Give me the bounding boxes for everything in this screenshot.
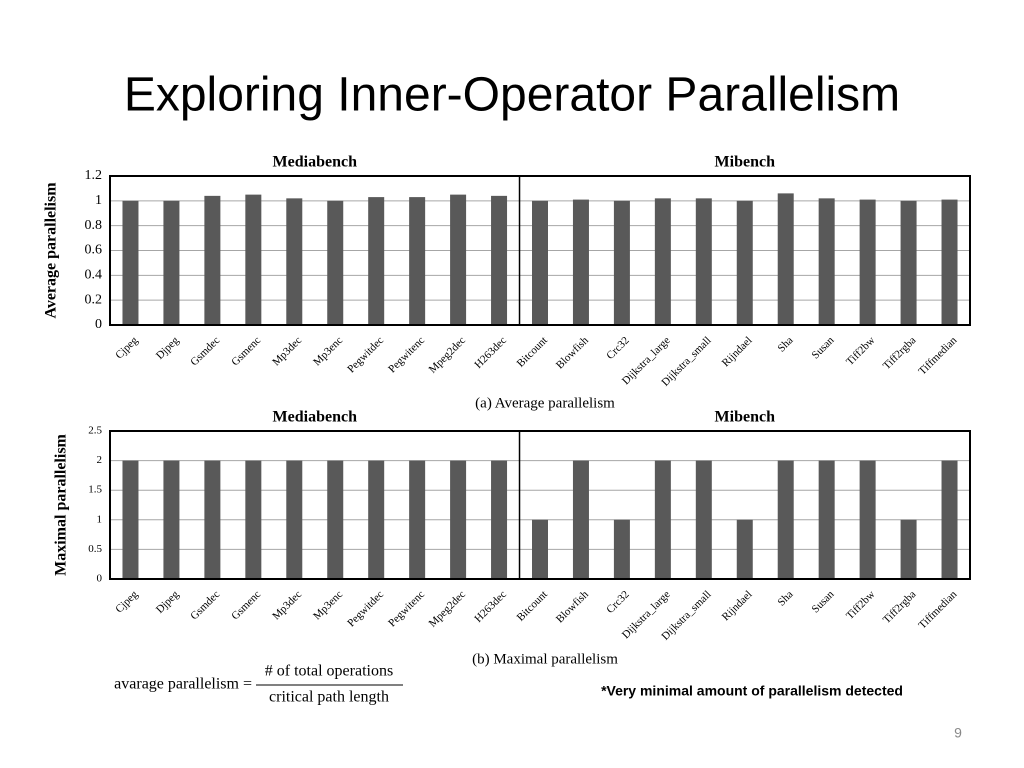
y-tick-label: 2.5 [88,425,102,437]
formula-numerator: # of total operations [265,663,393,680]
bar [736,200,753,325]
plot-frame [109,430,971,580]
bar [859,460,876,579]
bar [654,198,671,325]
y-tick-label: 0.2 [85,292,103,307]
bar [327,460,344,579]
formula-denominator: critical path length [269,689,389,706]
note: *Very minimal amount of parallelism dete… [601,683,903,699]
bar [859,199,876,325]
bar [491,460,508,579]
group-label: Mibench [715,154,776,171]
bar [245,194,262,325]
group-label: Mibench [715,409,776,426]
bar [532,200,548,325]
bar [327,200,344,325]
bar [777,460,794,579]
plot-frame [109,175,971,326]
bar [736,519,753,579]
bar [900,200,917,325]
bar [286,198,303,325]
bar [613,200,630,325]
chart-caption: (b) Maximal parallelism [472,651,618,667]
y-tick-label: 0.6 [85,243,103,258]
y-tick-label: 0 [97,573,103,585]
bar [572,199,589,325]
y-tick-label: 1.2 [85,168,103,183]
slide-title: Exploring Inner-Operator Parallelism [124,69,900,122]
y-tick-label: 0.8 [85,218,103,233]
formula-lhs: avarage parallelism = [114,676,252,693]
chart-caption: (a) Average parallelism [475,395,615,411]
bar [818,460,835,579]
bar [695,460,712,579]
bar [368,460,385,579]
bar [368,197,385,325]
bar [204,460,221,579]
bar [163,460,180,579]
y-tick-label: 0 [95,317,102,332]
bar [245,460,262,579]
group-label: Mediabench [273,154,358,171]
bar [900,519,917,579]
bar [122,460,139,579]
bar [695,198,712,325]
bar [409,460,426,579]
bar [941,460,958,579]
bar [613,519,630,579]
bar [163,200,180,325]
y-axis-label: Maximal parallelism [53,433,70,575]
y-tick-label: 0.5 [88,543,102,555]
bar [286,460,303,579]
group-label: Mediabench [273,409,358,426]
bar [777,193,794,325]
y-tick-label: 0.4 [85,268,103,283]
bar [572,460,589,579]
y-axis-label: Average parallelism [43,182,60,319]
bar [409,197,426,325]
bar [654,460,671,579]
bar [818,198,835,325]
bar [491,195,508,325]
bar [941,199,958,325]
bar [122,200,139,325]
bar [204,195,221,325]
y-tick-label: 1 [95,193,102,208]
y-tick-label: 2 [97,454,103,466]
bar [450,194,467,325]
page-number: 9 [954,725,962,741]
bar [532,519,548,579]
bar [450,460,467,579]
y-tick-label: 1.5 [88,484,102,496]
y-tick-label: 1 [97,513,103,525]
